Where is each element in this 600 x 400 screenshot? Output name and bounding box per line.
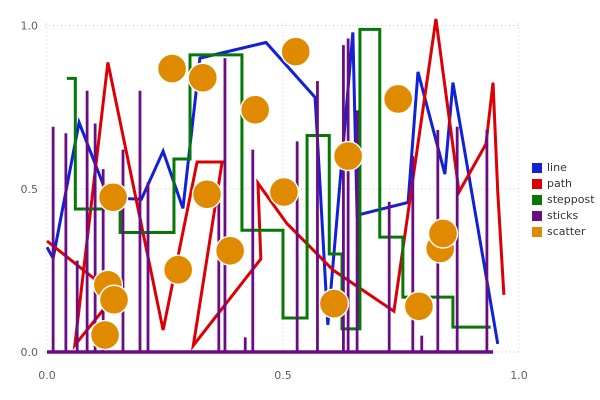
svg-text:1.0: 1.0: [510, 369, 528, 382]
legend-label-sticks: sticks: [547, 209, 579, 222]
svg-text:0.5: 0.5: [21, 183, 39, 196]
legend-label-steppost: steppost: [547, 193, 595, 206]
svg-text:0.5: 0.5: [274, 369, 292, 382]
svg-text:0.0: 0.0: [21, 346, 39, 359]
legend-item-sticks: sticks: [532, 210, 595, 222]
legend-swatch-line: [532, 163, 542, 173]
legend-label-line: line: [547, 161, 567, 174]
legend-item-line: line: [532, 162, 595, 174]
legend-swatch-scatter: [532, 227, 542, 237]
legend-item-scatter: scatter: [532, 226, 595, 238]
legend-swatch-steppost: [532, 195, 542, 205]
legend-item-steppost: steppost: [532, 194, 595, 206]
legend-swatch-sticks: [532, 211, 542, 221]
legend-swatch-path: [532, 179, 542, 189]
legend-label-path: path: [547, 177, 573, 190]
legend-item-path: path: [532, 178, 595, 190]
legend-label-scatter: scatter: [547, 225, 586, 238]
legend: line path steppost sticks scatter: [532, 162, 595, 238]
svg-text:0.0: 0.0: [38, 369, 56, 382]
svg-text:1.0: 1.0: [21, 20, 39, 33]
